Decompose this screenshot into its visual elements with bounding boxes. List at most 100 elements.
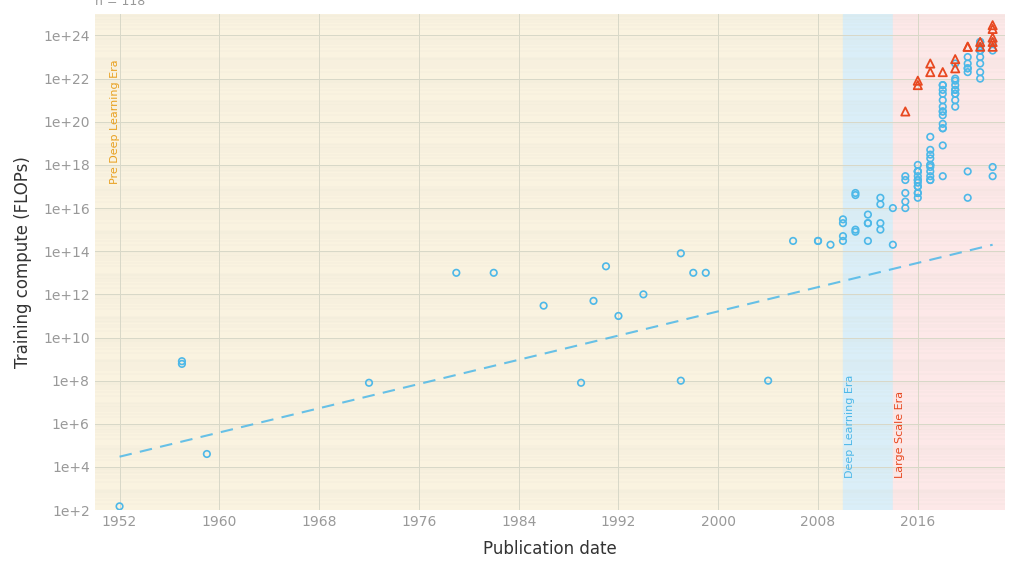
Point (673, 249, 689, 258)
Point (934, 141, 951, 150)
Point (897, 107, 913, 116)
Point (847, 188, 863, 197)
Point (872, 200, 889, 209)
Point (922, 154, 938, 163)
Point (922, 150, 938, 159)
Point (910, 176, 926, 185)
Point (585, 296, 601, 305)
Point (972, 59, 988, 68)
Point (685, 268, 701, 277)
Point (947, 102, 963, 112)
Point (860, 236, 876, 245)
Point (934, 120, 951, 129)
Point (610, 311, 627, 320)
Point (922, 176, 938, 185)
Point (947, 85, 963, 94)
Point (897, 188, 913, 197)
Point (922, 162, 938, 172)
Point (972, 46, 988, 55)
Point (174, 359, 191, 368)
Point (984, 37, 1001, 46)
Point (934, 89, 951, 98)
Point (922, 160, 938, 169)
Y-axis label: Training compute (FLOPs): Training compute (FLOPs) (14, 156, 32, 368)
Point (934, 102, 951, 112)
Point (947, 59, 963, 68)
Point (910, 182, 926, 191)
Point (947, 63, 963, 73)
Text: n = 118: n = 118 (95, 0, 145, 8)
Point (910, 167, 926, 176)
Point (934, 107, 951, 116)
Point (199, 450, 215, 459)
Point (960, 63, 976, 73)
Point (785, 236, 801, 245)
Point (960, 42, 976, 51)
Point (810, 236, 826, 245)
Point (972, 67, 988, 77)
Text: Large Scale Era: Large Scale Era (896, 391, 905, 478)
Point (984, 42, 1001, 51)
Point (884, 204, 901, 213)
Point (972, 46, 988, 55)
Point (960, 53, 976, 62)
Point (972, 74, 988, 83)
Point (897, 176, 913, 185)
Point (960, 193, 976, 202)
Point (947, 54, 963, 63)
Point (972, 53, 988, 62)
Point (910, 167, 926, 176)
Point (934, 124, 951, 133)
Point (922, 67, 938, 77)
Point (984, 46, 1001, 55)
Point (635, 290, 651, 299)
Point (810, 236, 826, 245)
Point (984, 25, 1001, 34)
Point (934, 96, 951, 105)
Point (910, 188, 926, 197)
Point (760, 376, 776, 386)
Point (884, 240, 901, 249)
Point (922, 167, 938, 176)
Point (947, 74, 963, 83)
Point (698, 268, 714, 277)
Bar (843, 14, 893, 510)
Point (922, 145, 938, 154)
Point (984, 162, 1001, 172)
Point (934, 111, 951, 120)
Point (598, 262, 614, 271)
Point (910, 160, 926, 169)
Point (174, 356, 191, 366)
Point (984, 21, 1001, 30)
Point (897, 172, 913, 181)
Bar (893, 14, 1019, 510)
Point (972, 37, 988, 46)
Point (910, 178, 926, 187)
Point (835, 214, 851, 224)
Point (897, 197, 913, 206)
Point (922, 160, 938, 169)
Text: Pre Deep Learning Era: Pre Deep Learning Era (110, 59, 119, 184)
Point (972, 37, 988, 46)
Point (934, 81, 951, 90)
Point (960, 42, 976, 51)
Text: Deep Learning Era: Deep Learning Era (846, 375, 856, 478)
Point (910, 182, 926, 191)
Point (111, 502, 127, 511)
Point (872, 219, 889, 228)
Point (847, 225, 863, 234)
Point (486, 268, 502, 277)
Point (934, 124, 951, 133)
Point (947, 96, 963, 105)
Point (960, 59, 976, 68)
Point (972, 37, 988, 46)
Point (897, 204, 913, 213)
Point (860, 219, 876, 228)
X-axis label: Publication date: Publication date (483, 540, 616, 558)
Point (960, 67, 976, 77)
Point (947, 89, 963, 98)
Point (847, 227, 863, 236)
Point (934, 67, 951, 77)
Point (934, 85, 951, 94)
Point (535, 301, 551, 310)
